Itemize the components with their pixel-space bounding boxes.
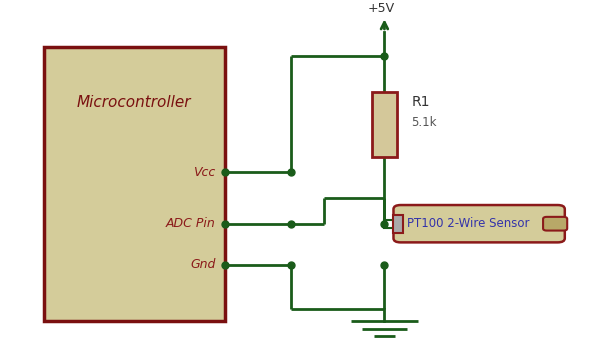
FancyBboxPatch shape: [393, 205, 565, 242]
Text: Microcontroller: Microcontroller: [77, 95, 191, 110]
Text: R1: R1: [411, 95, 430, 109]
Text: +5V: +5V: [368, 2, 395, 15]
Text: ADC Pin: ADC Pin: [166, 217, 216, 230]
Text: Gnd: Gnd: [190, 258, 216, 271]
Text: PT100 2-Wire Sensor: PT100 2-Wire Sensor: [407, 217, 530, 230]
Text: 5.1k: 5.1k: [411, 116, 437, 129]
Text: Vcc: Vcc: [193, 166, 216, 179]
Bar: [44, 47, 225, 321]
Bar: [371, 92, 397, 157]
Bar: [393, 215, 402, 233]
FancyBboxPatch shape: [543, 217, 567, 231]
